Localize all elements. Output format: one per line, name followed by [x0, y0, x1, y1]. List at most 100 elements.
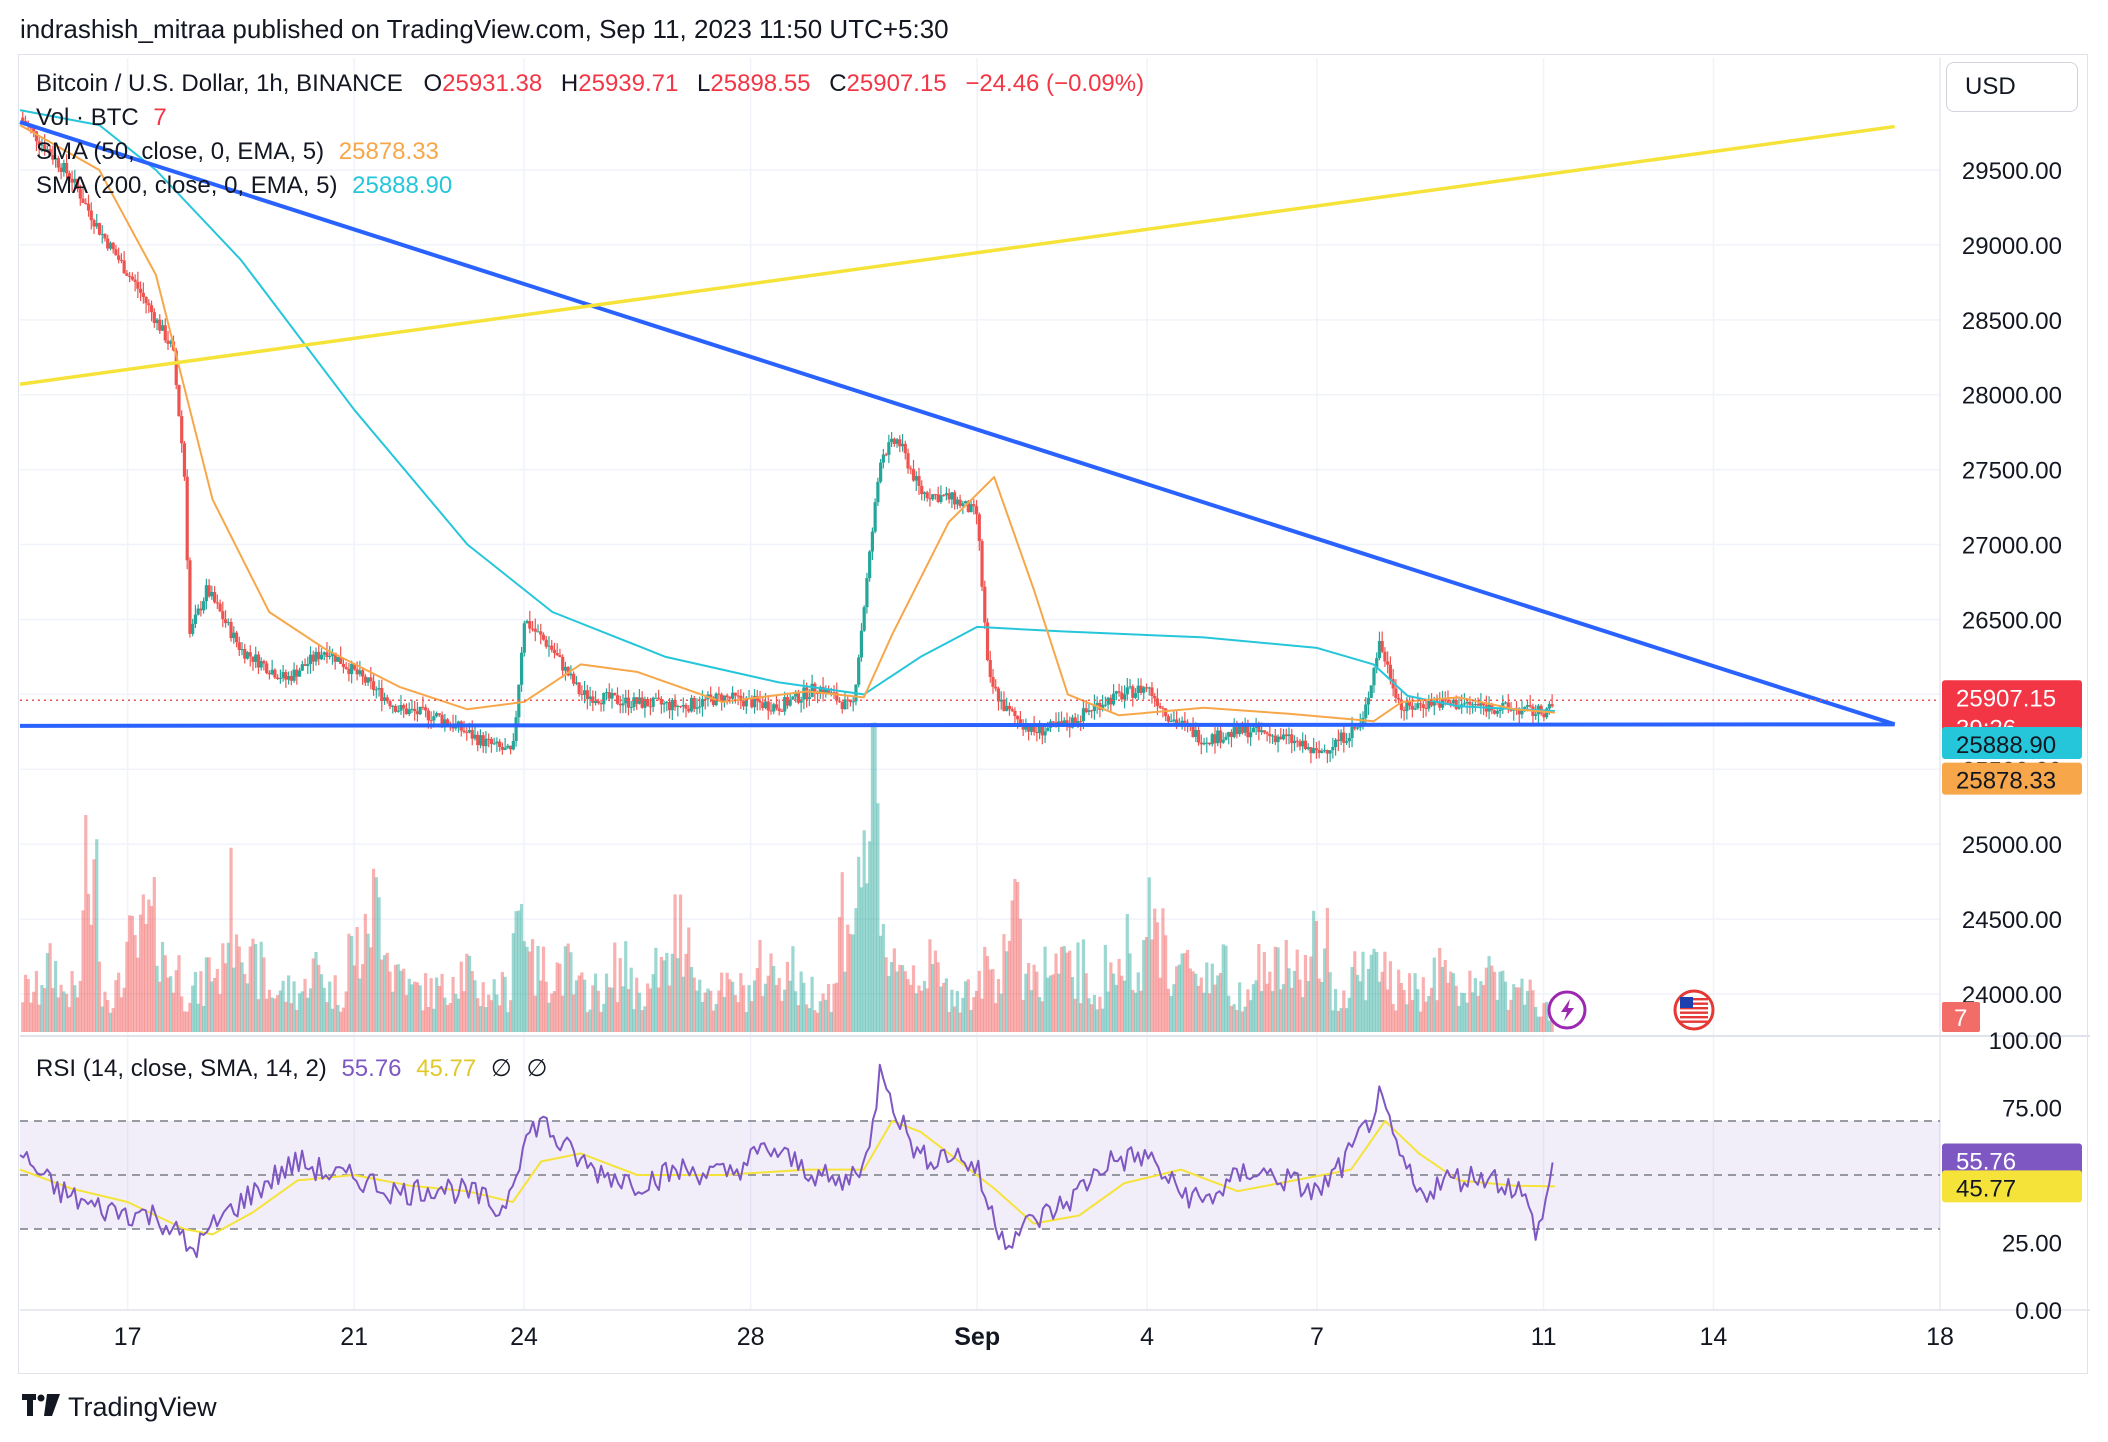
volume-bar: [1221, 944, 1225, 1032]
candle-body: [456, 721, 461, 725]
rsi-tick-label: 25.00: [2002, 1231, 2062, 1258]
volume-bar: [29, 1002, 33, 1032]
volume-bar: [1388, 961, 1393, 1032]
volume-bar: [1114, 984, 1118, 1032]
volume-bar: [829, 1011, 833, 1032]
volume-legend[interactable]: Vol · BTC 7: [36, 104, 175, 132]
candle-body: [769, 710, 773, 712]
candle-body: [610, 692, 614, 699]
lightning-icon[interactable]: [1547, 990, 1587, 1030]
volume-bar: [1101, 1008, 1105, 1032]
volume-bar: [602, 1003, 606, 1032]
candle-body: [1424, 707, 1428, 709]
close-label: C: [829, 70, 847, 97]
volume-bar: [1076, 942, 1080, 1032]
volume-bar: [237, 946, 241, 1032]
candle-body: [1024, 725, 1028, 730]
volume-bar: [1027, 963, 1031, 1032]
candle-body: [676, 705, 680, 708]
volume-bar: [336, 1004, 340, 1032]
volume-bar: [407, 978, 411, 1032]
candle-body: [1046, 727, 1050, 732]
candle-body: [972, 504, 976, 507]
volume-bar: [843, 971, 847, 1032]
volume-bar: [413, 981, 417, 1032]
volume-bar: [1454, 985, 1458, 1032]
currency-button[interactable]: USD: [1946, 62, 2078, 112]
volume-bar: [1449, 971, 1453, 1032]
candle-body: [347, 668, 351, 675]
candle-body: [292, 669, 296, 681]
volume-bar: [319, 974, 324, 1032]
volume-bar: [385, 952, 389, 1032]
volume-bar: [1029, 990, 1033, 1032]
flag-icon-stripe: [1680, 1016, 1708, 1019]
trendline: [19, 722, 1895, 728]
candle-body: [928, 498, 932, 500]
volume-bar: [138, 914, 143, 1032]
candle-body: [270, 669, 274, 675]
candle-body: [859, 630, 864, 658]
candle-body: [67, 173, 71, 179]
candle-body: [1216, 730, 1220, 744]
volume-bar: [818, 1001, 822, 1032]
candle-body: [961, 503, 965, 506]
us-flag-icon[interactable]: [1673, 989, 1715, 1031]
chart-frame: [18, 54, 2088, 1374]
volume-bar: [125, 941, 129, 1032]
volume-bar: [1180, 953, 1184, 1032]
candle-body: [37, 141, 41, 146]
volume-bar: [476, 998, 480, 1032]
candle-body: [533, 628, 537, 632]
candle-body: [544, 639, 548, 647]
candle-body: [654, 697, 658, 699]
candle-body: [774, 704, 779, 709]
candle-body: [498, 741, 502, 747]
volume-price-box: [1942, 1002, 1980, 1032]
candle-body: [465, 731, 469, 733]
rsi-legend[interactable]: RSI (14, close, SMA, 14, 2) 55.76 45.77 …: [36, 1054, 555, 1083]
candle-body: [1492, 710, 1497, 714]
volume-bar: [624, 941, 628, 1032]
volume-bar: [281, 980, 285, 1032]
candle-body: [429, 720, 433, 722]
volume-bar: [873, 722, 877, 1032]
candle-body: [1482, 703, 1486, 706]
volume-bar: [1525, 991, 1530, 1032]
volume-bar: [81, 910, 85, 1032]
volume-bar: [969, 1009, 973, 1032]
rsi-value: 55.76: [341, 1055, 402, 1082]
volume-bar: [681, 976, 685, 1032]
candle-body: [1479, 703, 1483, 706]
candle-body: [212, 592, 217, 603]
candle-body: [1210, 734, 1214, 745]
candle-body: [750, 697, 754, 708]
volume-bar: [265, 998, 269, 1032]
candle-body: [141, 292, 145, 298]
volume-bar: [21, 1002, 25, 1032]
candle-body: [265, 663, 269, 674]
volume-bar: [445, 1005, 450, 1032]
volume-bar: [1109, 962, 1113, 1032]
sma200-legend[interactable]: SMA (200, close, 0, EMA, 5) 25888.90: [36, 172, 460, 200]
symbol-legend[interactable]: Bitcoin / U.S. Dollar, 1h, BINANCE O2593…: [36, 70, 1152, 98]
volume-bar: [1246, 989, 1250, 1032]
candle-body: [1202, 742, 1206, 745]
tradingview-logo[interactable]: TradingView: [22, 1392, 217, 1423]
volume-bar: [917, 985, 921, 1032]
volume-bar: [1336, 1010, 1340, 1032]
candle-body: [1122, 694, 1127, 700]
candle-body: [407, 709, 411, 715]
candle-body: [848, 699, 853, 703]
sma50-legend[interactable]: SMA (50, close, 0, EMA, 5) 25878.33: [36, 138, 447, 166]
candle-body: [629, 707, 633, 709]
volume-bar: [1386, 989, 1390, 1032]
candle-body: [273, 669, 277, 678]
candle-body: [207, 585, 211, 597]
candle-body: [1249, 732, 1253, 738]
candle-body: [1221, 739, 1225, 743]
volume-bar: [558, 963, 562, 1032]
candle-body: [1312, 748, 1316, 754]
candle-body: [1002, 699, 1006, 711]
